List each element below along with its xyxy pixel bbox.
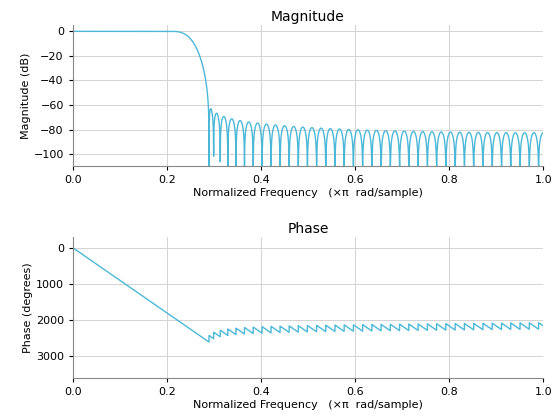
Title: Phase: Phase — [287, 222, 329, 236]
Y-axis label: Phase (degrees): Phase (degrees) — [23, 262, 33, 353]
Title: Magnitude: Magnitude — [271, 10, 345, 24]
X-axis label: Normalized Frequency   (×π  rad/sample): Normalized Frequency (×π rad/sample) — [193, 188, 423, 198]
X-axis label: Normalized Frequency   (×π  rad/sample): Normalized Frequency (×π rad/sample) — [193, 400, 423, 410]
Y-axis label: Magnitude (dB): Magnitude (dB) — [21, 52, 31, 139]
